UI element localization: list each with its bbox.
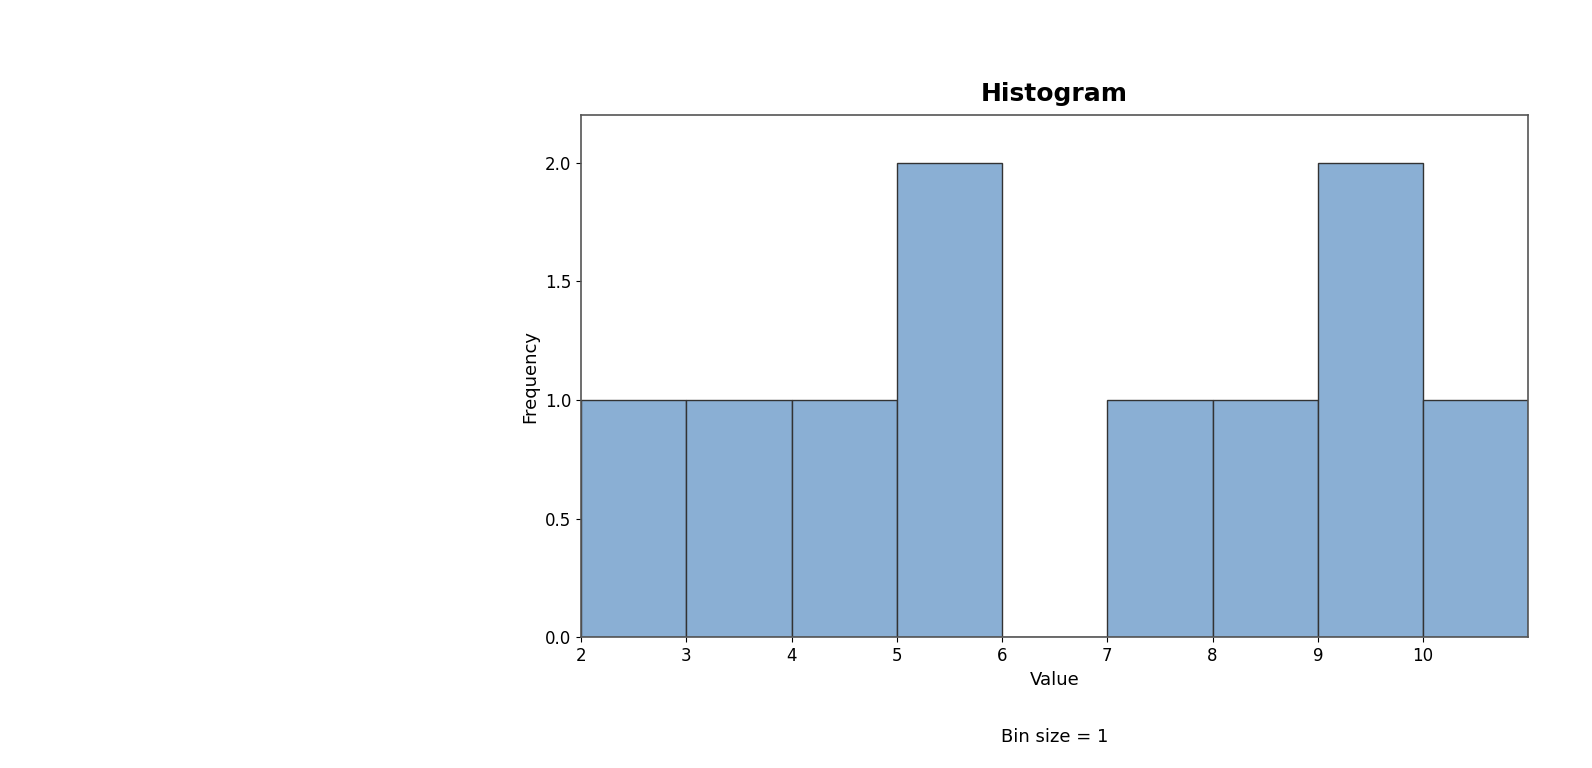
Bar <box>1318 163 1423 637</box>
Y-axis label: Frequency: Frequency <box>522 329 540 423</box>
X-axis label: Value: Value <box>1030 670 1079 689</box>
Bar <box>581 400 686 637</box>
Bar <box>1108 400 1213 637</box>
Bar <box>791 400 896 637</box>
Text: Bin size = 1: Bin size = 1 <box>1001 728 1108 746</box>
Bar <box>1423 400 1528 637</box>
Bar <box>1213 400 1318 637</box>
Title: Histogram: Histogram <box>981 82 1129 106</box>
Bar <box>896 163 1001 637</box>
Bar <box>686 400 791 637</box>
